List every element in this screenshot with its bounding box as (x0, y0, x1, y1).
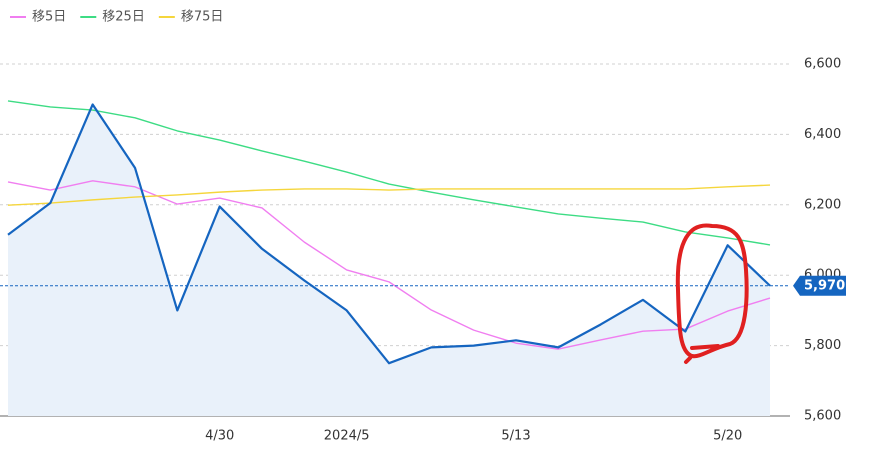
current-price-label: 5,970 (804, 278, 845, 293)
y-tick-label: 5,800 (804, 338, 841, 353)
moving-average-line (7, 100, 771, 246)
legend-label: 移5日 (32, 10, 66, 25)
legend-label: 移75日 (181, 10, 224, 25)
legend-label: 移25日 (102, 10, 145, 25)
x-tick-label: 5/20 (713, 429, 742, 444)
current-price-badge (793, 275, 846, 296)
y-tick-label: 5,600 (804, 409, 841, 424)
price-line (7, 103, 771, 365)
moving-average-line (7, 184, 771, 206)
y-tick-label: 6,400 (804, 127, 841, 142)
x-tick-label: 5/13 (501, 429, 530, 444)
moving-average-line (7, 180, 771, 350)
price-area (8, 104, 770, 416)
annotation-circle (675, 223, 749, 364)
y-tick-label: 6,600 (804, 57, 841, 72)
y-tick-label: 6,200 (804, 197, 841, 212)
x-tick-label: 2024/5 (324, 429, 370, 444)
x-tick-label: 4/30 (205, 429, 234, 444)
